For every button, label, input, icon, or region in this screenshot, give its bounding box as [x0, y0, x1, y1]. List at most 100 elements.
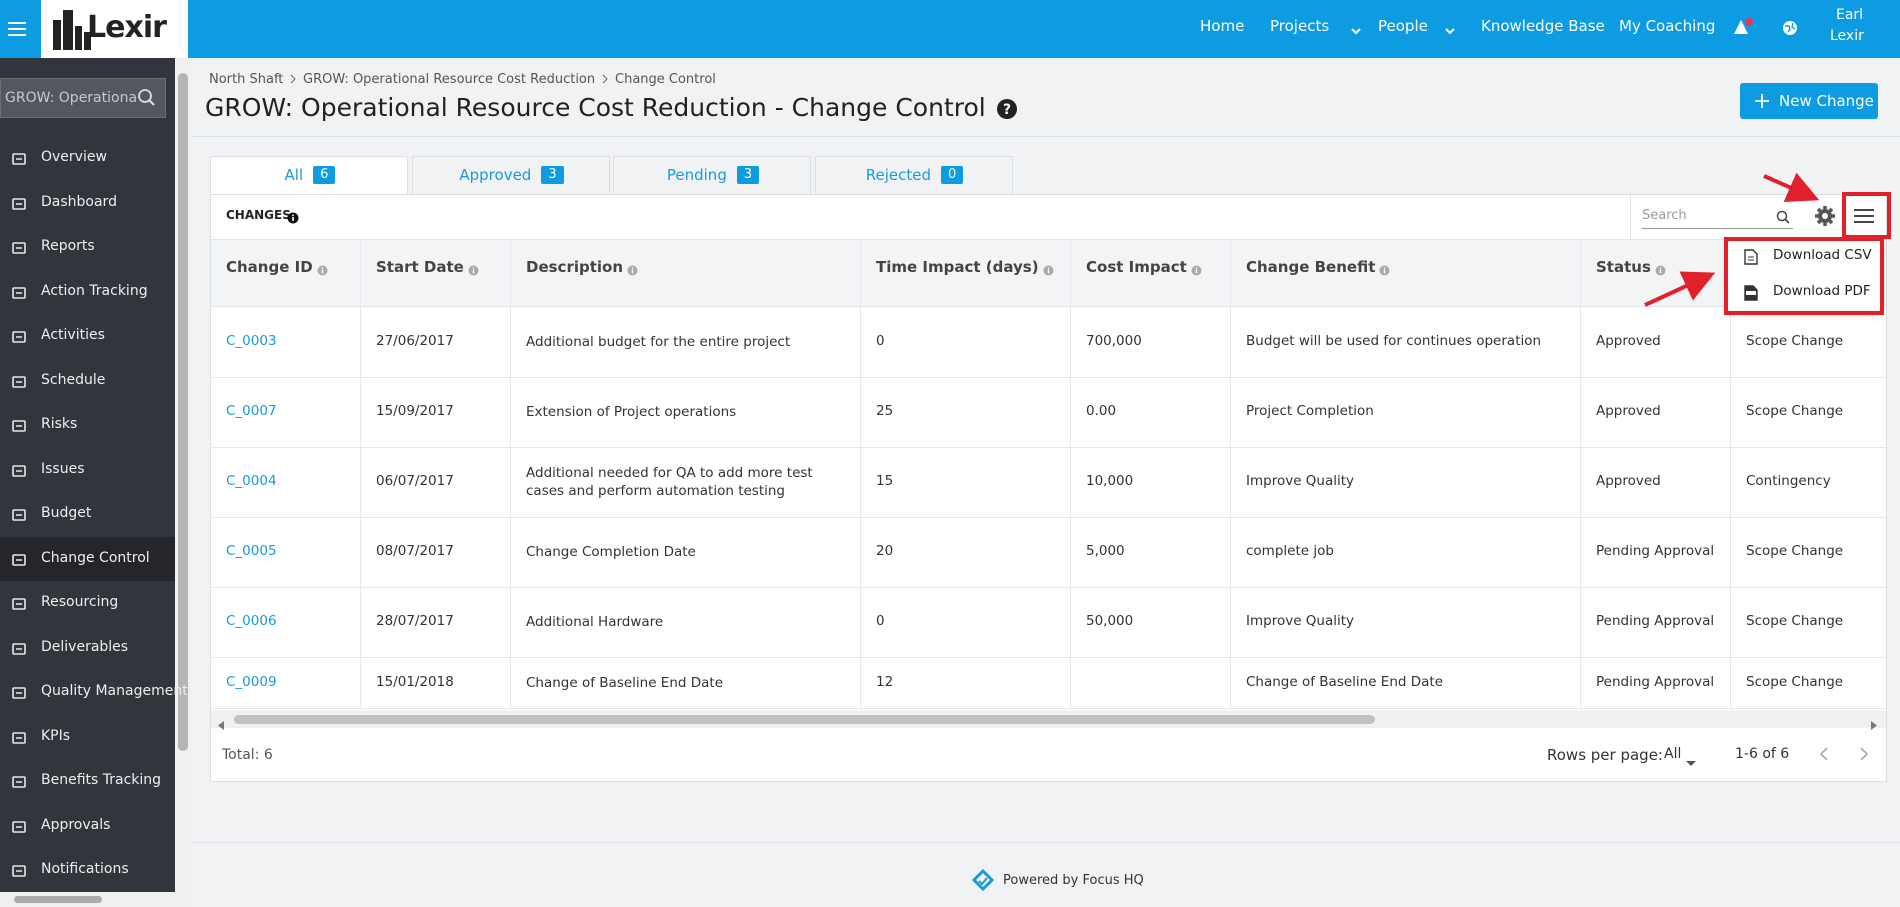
sidebar-item[interactable]: KPIs — [0, 715, 175, 759]
sidebar-icon — [12, 374, 26, 393]
column-header[interactable]: Cost Impact — [1086, 258, 1187, 276]
header-divider — [191, 136, 1900, 137]
table-cell: Improve Quality — [1246, 473, 1355, 489]
table-cell: Budget will be used for continues operat… — [1246, 333, 1542, 349]
column-info-icon — [317, 261, 328, 280]
table-cell: Scope Change — [1746, 613, 1844, 629]
column-divider — [1070, 239, 1071, 709]
column-info-icon — [1379, 261, 1390, 280]
menu-button[interactable] — [8, 16, 28, 42]
sidebar-item[interactable]: Risks — [0, 403, 175, 447]
menu-item[interactable]: Download CSV — [1773, 247, 1872, 263]
tab-inner: All 6 — [211, 166, 409, 184]
breadcrumb-item[interactable]: North Shaft — [209, 72, 284, 87]
sidebar-hthumb — [14, 896, 102, 903]
menu-item[interactable]: Download PDF — [1773, 283, 1871, 299]
sidebar-item[interactable]: Benefits Tracking — [0, 759, 175, 803]
sidebar-item[interactable]: Budget — [0, 492, 175, 536]
sidebar-label: Reports — [41, 238, 95, 254]
column-divider — [510, 239, 511, 709]
sidebar-icon — [12, 240, 26, 259]
tab[interactable]: Pending 3 — [613, 156, 811, 195]
search-underline — [1642, 228, 1793, 229]
sidebar-item[interactable]: Approvals — [0, 804, 175, 848]
sidebar-icon — [12, 463, 26, 482]
sidebar-icon — [12, 507, 26, 526]
sidebar-item[interactable]: Schedule — [0, 359, 175, 403]
sidebar-item[interactable]: Reports — [0, 225, 175, 269]
sidebar-icon — [12, 863, 26, 882]
nav-link[interactable]: Projects — [1270, 17, 1330, 35]
table-cell[interactable]: C_0006 — [226, 613, 277, 629]
row-border — [211, 517, 1886, 518]
nav-link[interactable]: Home — [1200, 17, 1245, 35]
user-first[interactable]: Earl — [1836, 7, 1864, 23]
column-header[interactable]: Change Benefit — [1246, 258, 1376, 276]
column-header[interactable]: Status — [1596, 258, 1651, 276]
table-cell: Change of Baseline End Date — [526, 674, 724, 691]
table-cell: 5,000 — [1086, 543, 1125, 559]
table-cell[interactable]: C_0005 — [226, 543, 277, 559]
sidebar-label: Quality Management — [41, 683, 188, 699]
table-cell: Pending Approval — [1596, 613, 1715, 629]
logo-icon — [51, 6, 91, 50]
logo: Lexir — [41, 0, 188, 58]
sidebar-item[interactable]: Dashboard — [0, 181, 175, 225]
table-cell: complete job — [1246, 543, 1334, 559]
sidebar — [0, 58, 175, 907]
sidebar-item[interactable]: Resourcing — [0, 581, 175, 625]
table-cell: 25 — [876, 403, 894, 419]
tab[interactable]: Approved 3 — [411, 156, 610, 195]
table-cell: 15/01/2018 — [376, 673, 454, 690]
row-border — [211, 377, 1886, 378]
tab[interactable]: All 6 — [210, 156, 408, 195]
sidebar-search[interactable]: GROW: Operational Resource — [0, 78, 166, 118]
sidebar-item[interactable]: Notifications — [0, 848, 175, 892]
table-cell[interactable]: C_0003 — [226, 333, 277, 349]
row-border — [211, 447, 1886, 448]
nav-link[interactable]: My Coaching — [1619, 17, 1716, 35]
column-header[interactable]: Start Date — [376, 258, 464, 276]
user-last[interactable]: Lexir — [1830, 28, 1864, 44]
column-info-icon — [627, 261, 638, 280]
sidebar-item[interactable]: Deliverables — [0, 626, 175, 670]
sidebar-item[interactable]: Activities — [0, 314, 175, 358]
breadcrumb-item[interactable]: GROW: Operational Resource Cost Reductio… — [303, 72, 596, 87]
prev-page[interactable] — [1818, 746, 1830, 766]
table-cell: Approved — [1596, 333, 1661, 349]
total: Total: 6 — [222, 747, 273, 763]
table-cell: Scope Change — [1746, 403, 1844, 419]
nav-caret — [1444, 22, 1456, 41]
table-cell[interactable]: C_0009 — [226, 673, 277, 690]
next-page[interactable] — [1858, 746, 1870, 766]
table-cell[interactable]: C_0004 — [226, 473, 277, 489]
globe-icon[interactable] — [1782, 20, 1798, 40]
rows-per-page-select[interactable]: All — [1664, 746, 1682, 762]
columns-menu-button[interactable] — [1852, 206, 1876, 230]
sidebar-icon — [12, 196, 26, 215]
column-header[interactable]: Change ID — [226, 258, 313, 276]
table-cell[interactable]: C_0007 — [226, 403, 277, 419]
table-cell: Scope Change — [1746, 543, 1844, 559]
sidebar-item[interactable]: Overview — [0, 136, 175, 180]
new-change-button[interactable]: New Change — [1740, 83, 1878, 119]
column-divider — [1730, 239, 1731, 709]
table-cell: 20 — [876, 543, 894, 559]
nav-link[interactable]: People — [1378, 17, 1428, 35]
sidebar-item[interactable]: Change Control — [0, 536, 175, 581]
sidebar-item[interactable]: Action Tracking — [0, 270, 175, 314]
column-header[interactable]: Time Impact (days) — [876, 258, 1039, 276]
sidebar-item[interactable]: Quality Management — [0, 670, 188, 714]
settings-icon[interactable] — [1814, 205, 1836, 231]
focus-logo — [971, 868, 995, 897]
help-icon[interactable]: ? — [996, 98, 1018, 124]
column-header[interactable]: Description — [526, 258, 624, 276]
sidebar-item[interactable]: Issues — [0, 448, 175, 492]
alert-icon[interactable] — [1733, 18, 1753, 42]
tab[interactable]: Rejected 0 — [814, 156, 1013, 195]
rows-caret — [1686, 752, 1696, 771]
nav-link[interactable]: Knowledge Base — [1481, 17, 1605, 35]
sidebar-icon — [12, 552, 26, 571]
tab-count: 3 — [541, 166, 564, 184]
